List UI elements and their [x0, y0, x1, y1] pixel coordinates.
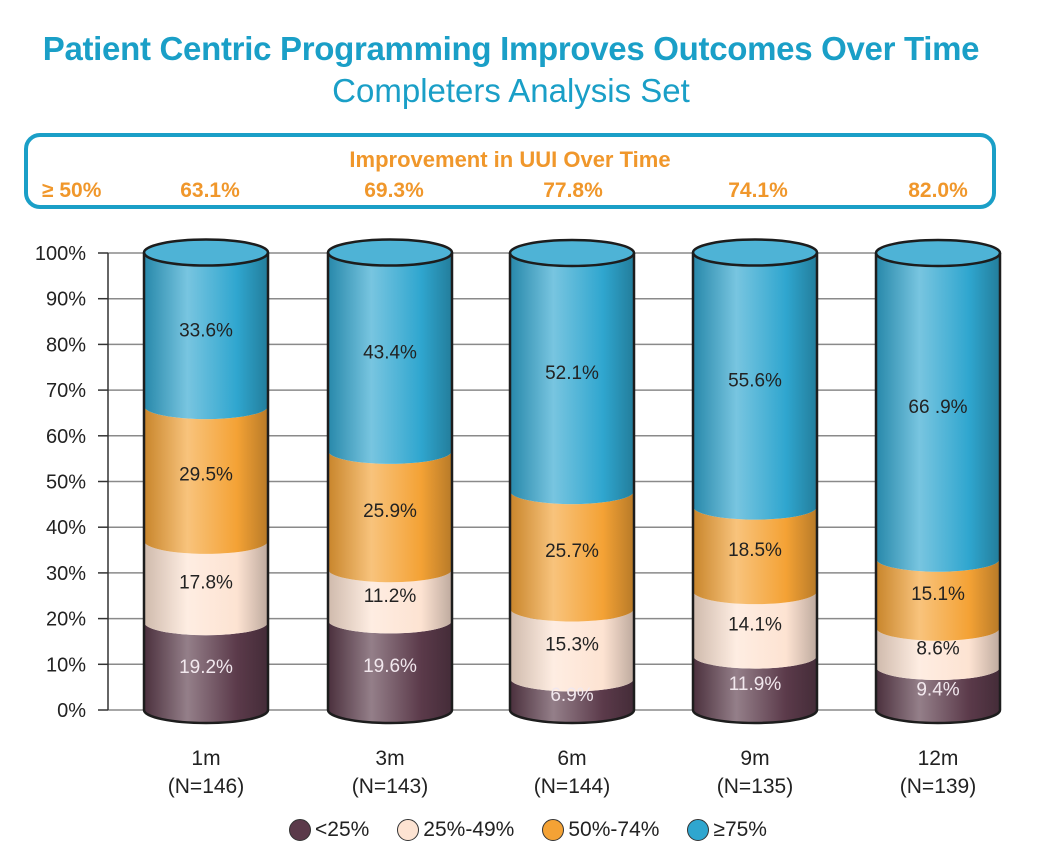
- legend-label-50-74: 50%-74%: [568, 818, 660, 841]
- data-label: 66 .9%: [908, 397, 967, 418]
- legend-label-lt25: <25%: [315, 818, 370, 841]
- y-tick-label: 50%: [46, 472, 86, 494]
- data-label: 15.1%: [911, 584, 965, 605]
- cylinder-cap: [142, 238, 270, 267]
- x-category-n-label: (N=144): [534, 775, 610, 798]
- y-tick-label: 30%: [46, 563, 86, 585]
- bar-segment: [693, 252, 817, 520]
- improvement-value-9m: 74.1%: [728, 179, 788, 202]
- data-label: 19.2%: [179, 657, 233, 678]
- x-category-label: 9m: [740, 747, 769, 770]
- bar-segment: [876, 667, 1000, 723]
- data-label: 9.4%: [916, 680, 959, 701]
- legend-item-50-74: 50%-74%: [542, 818, 659, 842]
- x-category-n-label: (N=135): [717, 775, 793, 798]
- bar-segment: [510, 678, 634, 723]
- y-tick-label: 60%: [46, 426, 86, 448]
- data-label: 14.1%: [728, 614, 782, 635]
- improvement-value-12m: 82.0%: [908, 179, 968, 202]
- x-category-label: 6m: [557, 747, 586, 770]
- legend-item-ge75: ≥75%: [687, 818, 767, 842]
- legend-swatch-ge75: [687, 819, 710, 841]
- data-label: 29.5%: [179, 465, 233, 486]
- data-label: 33.6%: [179, 320, 233, 341]
- bar-segment: [328, 620, 452, 723]
- cylinder-base: [691, 709, 819, 725]
- cylinder-base: [508, 709, 636, 725]
- legend-label-ge75: ≥75%: [713, 818, 767, 841]
- cylinder-cap: [874, 238, 1002, 268]
- y-tick-label: 40%: [46, 517, 86, 539]
- data-label: 52.1%: [545, 363, 599, 384]
- y-tick-label: 90%: [46, 289, 86, 311]
- cylinder-base: [874, 709, 1002, 725]
- y-tick-label: 20%: [46, 609, 86, 631]
- y-tick-label: 100%: [35, 243, 86, 265]
- y-tick-label: 70%: [46, 380, 86, 402]
- chart-subtitle: Completers Analysis Set: [332, 72, 690, 109]
- bar-segment: [693, 655, 817, 723]
- cylinder-cap: [691, 238, 819, 267]
- bar-segment: [144, 622, 268, 723]
- x-category-label: 1m: [191, 747, 220, 770]
- bar-segment: [876, 253, 1000, 572]
- bar-segment: [510, 253, 634, 505]
- bar-segment: [693, 591, 817, 669]
- legend-swatch-25-49: [397, 819, 420, 841]
- x-category-n-label: (N=143): [352, 775, 428, 798]
- bar-segment: [693, 506, 817, 605]
- bar-segment: [144, 540, 268, 636]
- bar-segment: [876, 627, 1000, 681]
- data-label: 25.9%: [363, 501, 417, 522]
- x-category-n-label: (N=139): [900, 775, 976, 798]
- bar-segment: [144, 406, 268, 554]
- bar-segment: [510, 491, 634, 622]
- x-category-n-label: (N=146): [168, 775, 244, 798]
- bar-segment: [510, 608, 634, 692]
- legend: <25% 25%-49% 50%-74% ≥75%: [0, 818, 1056, 842]
- cylinder-base: [142, 709, 270, 725]
- bar-segment: [327, 450, 452, 583]
- data-label: 6.9%: [550, 685, 593, 706]
- data-label: 18.5%: [728, 540, 782, 561]
- data-label: 11.2%: [364, 586, 417, 607]
- y-tick-label: 0%: [57, 700, 86, 722]
- legend-swatch-50-74: [542, 819, 565, 841]
- cylinder-cap: [326, 238, 454, 267]
- y-tick-label: 10%: [46, 654, 86, 676]
- cylinder-cap: [508, 238, 636, 268]
- data-label: 19.6%: [363, 656, 417, 677]
- improvement-panel: Improvement in UUI Over Time ≥ 50% 63.1%…: [24, 133, 996, 209]
- data-label: 8.6%: [916, 638, 959, 659]
- stacked-cylinder-chart: 0% 10% 20% 30% 40% 50% 60% 70% 80% 90% 100% 19.2% 17…: [35, 238, 1002, 798]
- bar-segment: [876, 558, 1000, 641]
- bar-segment: [327, 569, 452, 634]
- y-tick-label: 80%: [46, 334, 86, 356]
- data-label: 43.4%: [363, 343, 417, 364]
- legend-item-25-49: 25%-49%: [397, 818, 514, 842]
- data-label: 11.9%: [729, 674, 782, 695]
- improvement-value-6m: 77.8%: [543, 179, 603, 202]
- data-label: 15.3%: [545, 635, 599, 656]
- data-label: 17.8%: [179, 573, 233, 594]
- data-label: 25.7%: [545, 541, 599, 562]
- improvement-threshold-label: ≥ 50%: [42, 179, 102, 202]
- improvement-value-3m: 69.3%: [364, 179, 424, 202]
- x-category-label: 3m: [375, 747, 404, 770]
- bar-segment: [327, 252, 452, 464]
- improvement-value-1m: 63.1%: [180, 179, 240, 202]
- x-category-label: 12m: [918, 747, 959, 770]
- legend-swatch-lt25: [289, 819, 311, 841]
- chart-title: Patient Centric Programming Improves Out…: [42, 30, 980, 67]
- cylinder-base: [326, 709, 454, 725]
- bar-segment: [144, 252, 268, 420]
- legend-label-25-49: 25%-49%: [423, 818, 515, 841]
- improvement-title: Improvement in UUI Over Time: [349, 147, 671, 172]
- data-label: 55.6%: [728, 371, 782, 392]
- legend-item-lt25: <25%: [289, 818, 369, 842]
